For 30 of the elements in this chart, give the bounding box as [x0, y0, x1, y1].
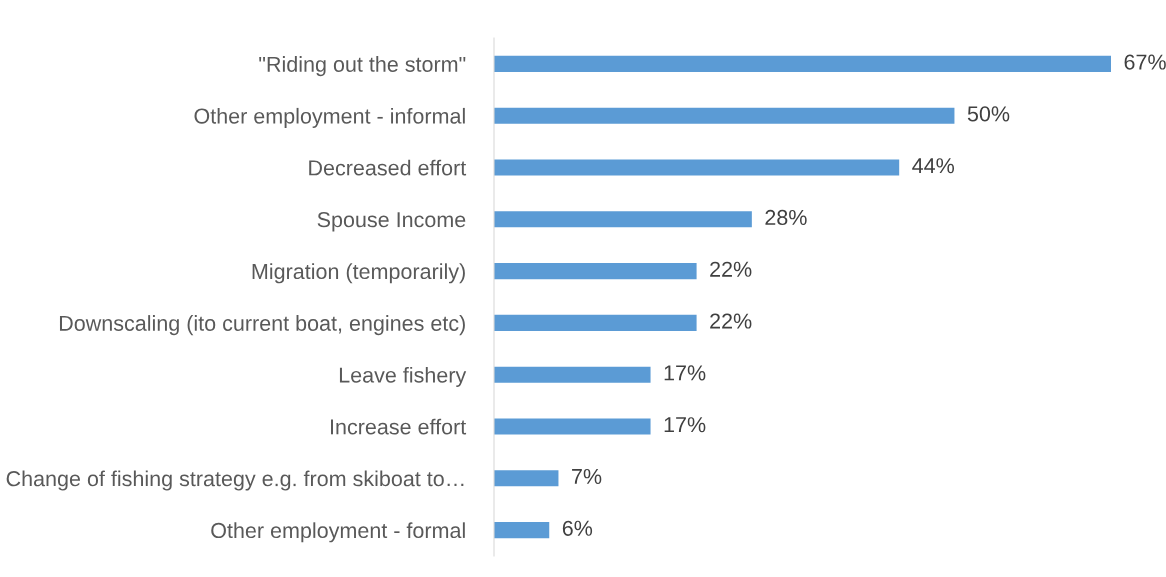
data-label: 17%: [664, 417, 706, 433]
bar: [494, 418, 651, 435]
y-tick-label: Downscaling (ito current boat, engines etc): [59, 315, 465, 336]
bar: [494, 211, 752, 228]
bar: [494, 522, 550, 539]
data-label: 50%: [967, 106, 1010, 122]
data-label: 44%: [912, 158, 955, 174]
data-label: 6%: [562, 520, 593, 536]
data-label: 17%: [664, 365, 706, 381]
bar: [494, 314, 697, 331]
data-label: 67%: [1124, 54, 1166, 70]
data-label: 22%: [710, 313, 752, 329]
bar: [494, 159, 900, 176]
y-tick-label: Decreased effort: [309, 159, 467, 176]
y-tick-label: Leave fishery: [339, 366, 467, 387]
bar: [494, 55, 1111, 72]
bar: [494, 366, 651, 383]
y-tick-label: Change of fishing strategy e.g. from skiboat to…: [6, 470, 464, 491]
y-tick-label: Other employment - informal: [194, 107, 465, 128]
bar: [494, 107, 955, 124]
y-tick-label: "Riding out the storm": [259, 56, 466, 77]
bar: [494, 470, 559, 487]
y-tick-label: Migration (temporarily): [252, 263, 465, 284]
y-tick-label: Other employment - formal: [211, 522, 465, 543]
bar: [494, 263, 697, 280]
y-tick-label: Spouse Income: [317, 212, 466, 232]
data-label: 22%: [710, 261, 752, 277]
y-tick-label: Increase effort: [330, 418, 467, 435]
data-label: 28%: [765, 209, 807, 226]
data-label: 7%: [572, 468, 602, 484]
